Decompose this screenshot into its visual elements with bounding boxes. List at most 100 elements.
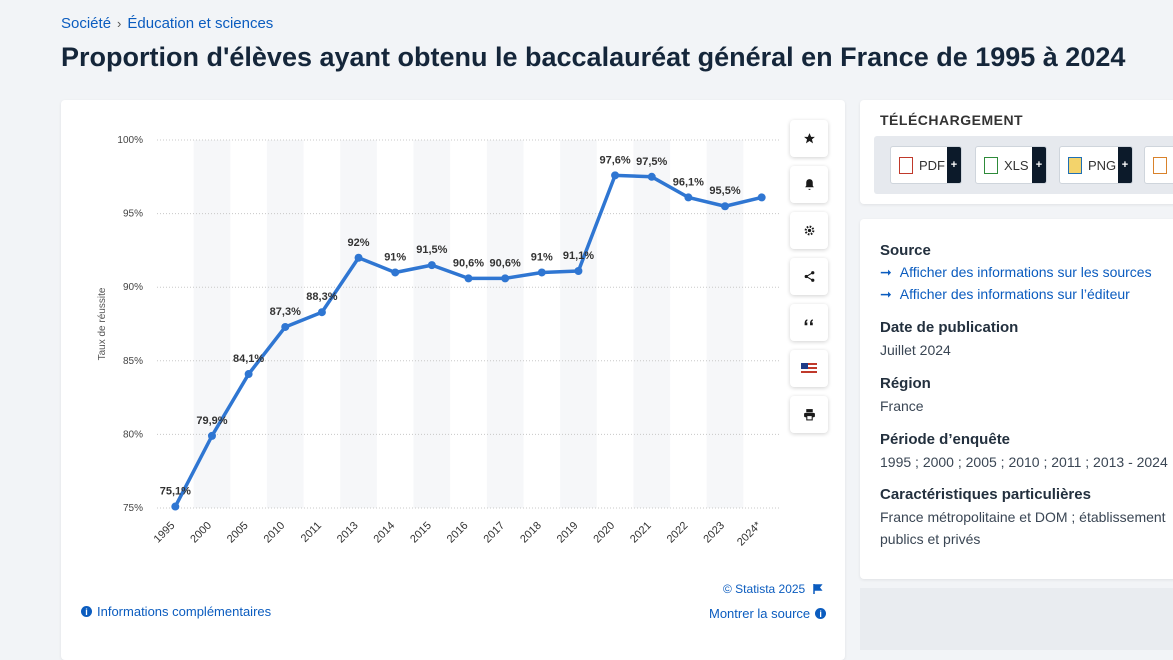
- y-tick-label: 75%: [123, 503, 143, 514]
- y-tick-label: 85%: [123, 356, 143, 367]
- arrow-right-icon: ➞: [880, 264, 892, 280]
- print-button[interactable]: [790, 396, 828, 433]
- date-heading: Date de publication: [880, 319, 1019, 336]
- png-file-icon: [1068, 156, 1082, 174]
- data-label: 88,3%: [306, 291, 337, 303]
- data-label: 91,5%: [416, 244, 447, 256]
- more-info-link[interactable]: i Informations complémentaires: [81, 604, 271, 619]
- breadcrumb-item-education[interactable]: Éducation et sciences: [127, 15, 274, 32]
- info-icon: i: [81, 606, 92, 617]
- settings-button[interactable]: [790, 212, 828, 249]
- y-tick-label: 95%: [123, 209, 143, 220]
- data-label: 91,1%: [563, 250, 594, 262]
- column-band: [413, 140, 451, 508]
- features-value-line1: France métropolitaine et DOM ; établisse…: [880, 509, 1166, 525]
- chart-card: 100% 95% 90% 85% 80% 75% Taux de réussite 1995 2…: [61, 100, 845, 660]
- download-pdf-label: PDF: [919, 157, 945, 173]
- plus-icon: +: [1032, 147, 1046, 183]
- breadcrumb-item-societe[interactable]: Société: [61, 15, 112, 32]
- download-pdf-button[interactable]: PDF +: [890, 146, 962, 184]
- notification-button[interactable]: [790, 166, 828, 203]
- data-label: 84,1%: [233, 353, 264, 365]
- x-tick-label: 2021: [628, 520, 654, 546]
- data-label: 90,6%: [453, 257, 484, 269]
- y-tick-label: 100%: [117, 135, 143, 146]
- x-tick-label: 2011: [299, 520, 324, 545]
- plus-icon: +: [947, 147, 961, 183]
- y-tick-label: 90%: [123, 282, 143, 293]
- x-tick-label: 2017: [481, 520, 507, 546]
- show-source-link[interactable]: Montrer la source i: [709, 606, 827, 621]
- column-band: [560, 140, 597, 508]
- x-tick-label: 2000: [188, 520, 214, 546]
- flag-icon: [812, 584, 823, 594]
- features-heading: Caractéristiques particulières: [880, 486, 1091, 503]
- download-title: TÉLÉCHARGEMENT: [880, 112, 1024, 128]
- bell-icon: [804, 179, 814, 190]
- share-icon: [804, 271, 814, 282]
- x-tick-label: 1995: [152, 520, 178, 546]
- download-png-button[interactable]: PNG +: [1059, 146, 1133, 184]
- data-label: 92%: [348, 237, 370, 249]
- print-icon: [803, 409, 815, 421]
- column-band: [706, 140, 744, 508]
- x-tick-label: 2010: [262, 520, 288, 546]
- x-tick-label: 2023: [701, 520, 727, 546]
- x-tick-label: 2020: [591, 520, 617, 546]
- cite-button[interactable]: [790, 304, 828, 341]
- share-button[interactable]: [790, 258, 828, 295]
- data-point: [317, 308, 326, 317]
- download-png-label: PNG: [1088, 157, 1117, 173]
- line-chart: 100% 95% 90% 85% 80% 75% Taux de réussite 1995 2…: [97, 135, 780, 548]
- data-point: [244, 370, 253, 379]
- data-label: 97,6%: [599, 154, 630, 166]
- x-tick-label: 2014: [372, 520, 398, 546]
- x-tick-label: 2016: [445, 520, 471, 546]
- x-tick-label: 2005: [225, 520, 251, 546]
- data-label: 87,3%: [270, 306, 301, 318]
- series-line: [173, 173, 763, 508]
- statistic-details: Source ➞ Afficher des informations sur le…: [860, 219, 1173, 579]
- pdf-file-icon: [899, 156, 913, 174]
- star-icon: [803, 133, 815, 144]
- data-point: [501, 274, 510, 283]
- region-value: France: [880, 398, 924, 414]
- source-info-label: Afficher des informations sur les source…: [899, 264, 1152, 280]
- page-title: Proportion d'élèves ayant obtenu le bacc…: [61, 42, 1126, 72]
- download-xls-button[interactable]: XLS +: [975, 146, 1047, 184]
- gear-icon: [804, 225, 814, 236]
- language-button[interactable]: [790, 350, 828, 387]
- x-tick-label: 2019: [555, 520, 581, 546]
- flag-icon: [801, 362, 817, 375]
- statista-credit[interactable]: © Statista 2025: [723, 582, 823, 596]
- data-point: [391, 268, 400, 277]
- breadcrumb-separator: ›: [117, 16, 122, 31]
- favorite-button[interactable]: [790, 120, 828, 157]
- date-value: Juillet 2024: [880, 342, 951, 358]
- data-label: 90,6%: [490, 257, 521, 269]
- data-point: [611, 171, 620, 180]
- data-label: 79,9%: [196, 415, 227, 427]
- plus-icon: +: [1118, 147, 1132, 183]
- period-value: 1995 ; 2000 ; 2005 ; 2010 ; 2011 ; 2013 …: [880, 454, 1168, 470]
- source-heading: Source: [880, 242, 931, 259]
- show-source-label: Montrer la source: [709, 606, 811, 621]
- period-heading: Période d’enquête: [880, 431, 1011, 448]
- credit-text: © Statista 2025: [723, 582, 806, 596]
- download-ppt-button[interactable]: [1144, 146, 1173, 184]
- publisher-info-link[interactable]: ➞ Afficher des informations sur l’éditeur: [880, 286, 1130, 303]
- data-point: [647, 172, 656, 181]
- data-point: [427, 261, 436, 270]
- download-bar: PDF + XLS + PNG +: [874, 136, 1173, 194]
- x-tick-label: 2022: [665, 520, 691, 546]
- data-label: 95,5%: [709, 185, 740, 197]
- arrow-right-icon: ➞: [880, 286, 892, 302]
- more-info-label: Informations complémentaires: [97, 604, 272, 619]
- column-band: [633, 140, 671, 508]
- data-point: [757, 193, 766, 202]
- x-tick-label: 2015: [408, 520, 434, 546]
- column-band: [486, 140, 524, 508]
- x-tick-label: 2018: [518, 520, 544, 546]
- source-info-link[interactable]: ➞ Afficher des informations sur les sourc…: [880, 264, 1152, 281]
- column-band: [340, 140, 377, 508]
